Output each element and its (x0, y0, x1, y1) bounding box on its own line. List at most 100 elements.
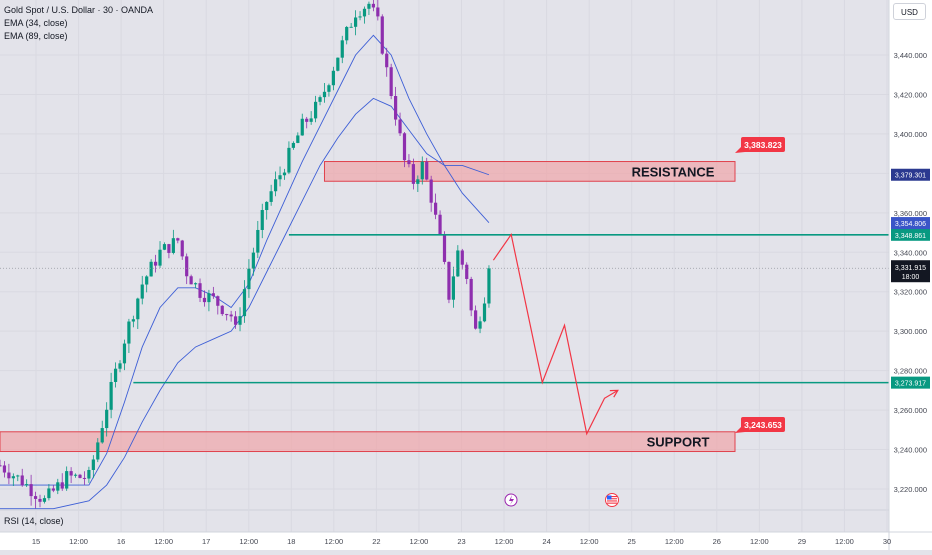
candle (482, 303, 487, 322)
x-tick-label: 12:00 (835, 537, 854, 546)
candle (251, 252, 255, 269)
candle (25, 484, 29, 486)
flag-stripe (607, 498, 617, 500)
candle (354, 17, 358, 27)
candle (305, 118, 309, 122)
candle (73, 474, 78, 476)
projection-layer (492, 233, 619, 436)
candle (380, 16, 384, 54)
candle (318, 97, 322, 102)
support-zone[interactable] (0, 431, 736, 453)
rsi-label[interactable]: RSI (14, close) (4, 516, 64, 526)
candle (176, 238, 180, 241)
candle (38, 498, 42, 502)
candle (478, 321, 482, 329)
candle (349, 26, 353, 28)
candle (402, 133, 407, 161)
candle (385, 53, 389, 68)
support-label: SUPPORT (647, 435, 710, 450)
flag-canton (607, 495, 612, 500)
candle (447, 261, 451, 300)
currency-button[interactable]: USD (893, 3, 926, 20)
candle (211, 293, 215, 297)
flag-stripe (607, 502, 617, 504)
candle (265, 201, 269, 211)
candle (229, 314, 233, 317)
candle (434, 202, 438, 215)
current-price-tag (891, 260, 930, 283)
candle (420, 161, 424, 180)
y-tick-label: 3,420.000 (894, 90, 927, 99)
candle (345, 26, 349, 41)
candle (56, 482, 60, 491)
ema-89-line (0, 97, 490, 510)
support-price-tag[interactable] (741, 417, 785, 432)
candle (465, 264, 469, 279)
candle (109, 381, 113, 410)
lightning-event-icon[interactable] (504, 493, 518, 507)
candle (0, 465, 2, 467)
candle (273, 179, 278, 192)
flag-stripe (607, 496, 617, 498)
candle (158, 249, 162, 266)
x-tick-label: 23 (457, 537, 465, 546)
ema-34-label[interactable]: EMA (34, close) (4, 18, 68, 28)
line-layer (0, 233, 889, 384)
candle (256, 229, 260, 253)
candle (327, 85, 331, 92)
candle (322, 91, 327, 98)
candle (193, 283, 198, 285)
candle (300, 118, 304, 136)
ema-axis-label: 3,379.301 (895, 173, 926, 180)
candle (367, 3, 371, 9)
candle (207, 293, 211, 303)
upper-line-axis-tag (891, 228, 930, 241)
x-tick-label: 12:00 (750, 537, 769, 546)
candle (278, 175, 282, 180)
candle (78, 474, 82, 478)
symbol-title[interactable]: Gold Spot / U.S. Dollar · 30 · OANDA (4, 5, 154, 15)
ema-89-label[interactable]: EMA (89, close) (4, 31, 68, 41)
candle (442, 234, 447, 262)
y-tick-label: 3,240.000 (894, 446, 927, 455)
candle (198, 283, 202, 298)
candle (100, 428, 104, 443)
candle (416, 179, 420, 184)
candle (105, 409, 109, 429)
resistance-price-text: 3,383.823 (744, 140, 782, 150)
y-tick-label: 3,220.000 (894, 485, 927, 494)
lightning-icon (509, 495, 514, 505)
icon-layer (504, 493, 619, 507)
candle (394, 96, 398, 120)
candle (171, 238, 175, 253)
x-tick-label: 26 (713, 537, 721, 546)
candle (127, 321, 131, 344)
candle (389, 67, 393, 97)
candle (287, 147, 291, 173)
x-tick-label: 12:00 (495, 537, 514, 546)
candle (411, 164, 415, 184)
candle (60, 482, 64, 489)
candle (233, 316, 238, 325)
candle (282, 172, 287, 176)
candle (487, 268, 491, 304)
candle (47, 488, 51, 499)
y-tick-label: 3,400.000 (894, 130, 927, 139)
candle (149, 261, 153, 277)
x-tick-label: 16 (117, 537, 125, 546)
x-tick-label: 17 (202, 537, 210, 546)
x-tick-label: 22 (372, 537, 380, 546)
resistance-label: RESISTANCE (632, 164, 715, 179)
candle (216, 296, 220, 306)
candle (313, 101, 318, 119)
projection-path[interactable] (492, 233, 619, 436)
us-flag-event-icon[interactable] (605, 493, 619, 507)
candle (336, 57, 340, 71)
resistance-price-tag[interactable] (741, 137, 785, 152)
candle (358, 16, 362, 18)
x-tick-label: 12:00 (154, 537, 173, 546)
y-tick-label: 3,260.000 (894, 406, 927, 415)
zone-layer: RESISTANCE 3,383.823 SUPPORT 3,243.653 (0, 137, 785, 453)
